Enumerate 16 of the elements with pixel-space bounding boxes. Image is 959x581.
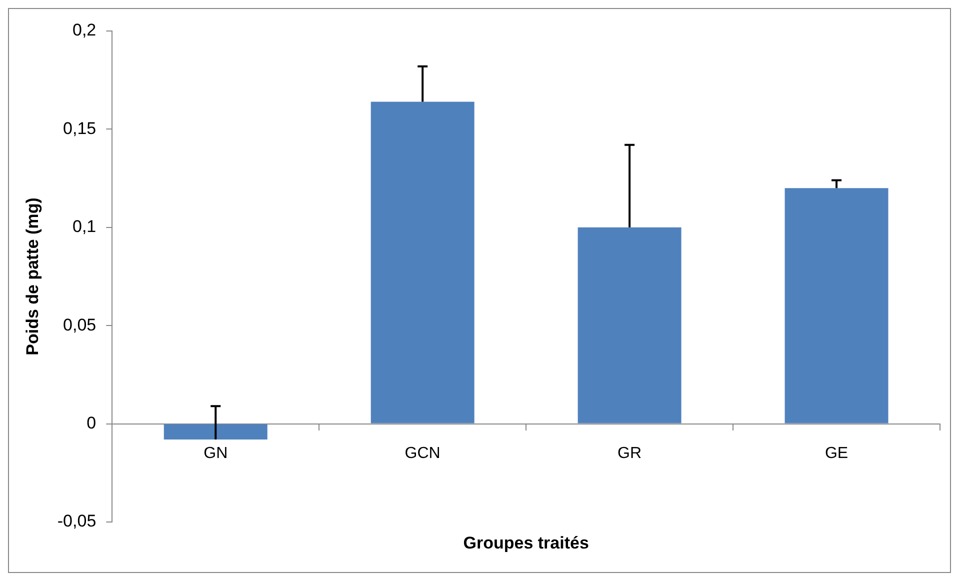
bar [578,227,682,424]
x-tick-label: GE [824,444,848,462]
x-tick-label: GCN [404,444,440,462]
bar [164,424,268,440]
y-tick-label: 0,1 [72,217,96,236]
y-tick-label: 0 [86,413,96,432]
x-axis-title: Groupes traités [463,534,589,553]
y-tick-label: 0,05 [63,315,96,334]
x-tick-label: GN [204,444,228,462]
bar [370,102,474,424]
y-tick-label: 0,15 [63,118,96,138]
y-axis-title: Poids de patte (mg) [22,198,42,356]
bar [784,188,888,424]
x-tick-label: GR [618,444,642,462]
y-tick-label: -0,05 [57,512,96,531]
y-tick-label: 0,2 [72,20,96,40]
